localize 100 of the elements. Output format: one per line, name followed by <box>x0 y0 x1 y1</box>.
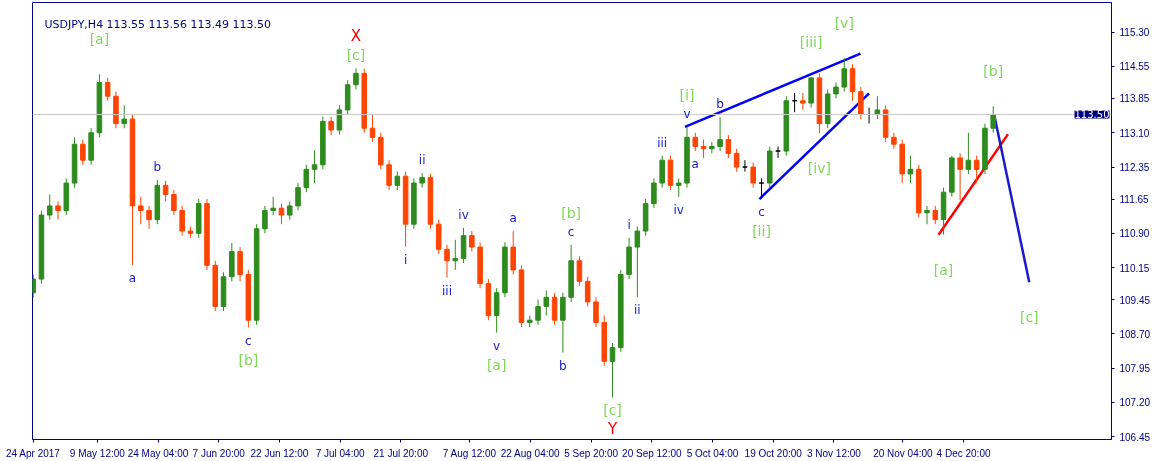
annotation: ii <box>418 153 426 167</box>
y-tick-label: 110.15 <box>1119 262 1150 274</box>
x-tick-label: 24 Apr 2017 <box>5 447 61 459</box>
ref-line-label: 113.50 <box>1074 109 1110 121</box>
candlestick <box>171 189 177 216</box>
candlestick <box>965 132 972 175</box>
annotation: a <box>691 157 699 172</box>
x-tick-label: 19 Oct 20:00 <box>744 447 803 459</box>
annotation: c <box>567 224 575 239</box>
candlestick <box>874 95 881 120</box>
candlestick <box>270 196 276 216</box>
candlestick <box>295 182 301 211</box>
candlestick <box>121 104 127 129</box>
annotation: [ii] <box>752 223 771 240</box>
annotation: v <box>493 338 501 353</box>
x-tick-label: 7 Jul 04:00 <box>315 447 365 459</box>
candlestick <box>278 203 285 225</box>
x-tick-label: 3 Nov 12:00 <box>806 447 862 459</box>
y-tick-label: 114.55 <box>1119 61 1150 73</box>
x-tick-label: 4 Dec 20:00 <box>936 447 991 459</box>
candlestick <box>237 246 243 282</box>
candlestick <box>973 155 980 184</box>
candlestick <box>990 105 996 134</box>
y-tick-label: 110.90 <box>1119 228 1150 240</box>
candlestick <box>328 116 334 136</box>
annotation: b <box>716 97 724 112</box>
annotation: c <box>245 333 252 348</box>
annotation: [a] <box>933 261 954 278</box>
x-tick-label: 7 Aug 12:00 <box>442 447 497 459</box>
candlestick <box>262 205 268 234</box>
candlestick <box>104 77 111 102</box>
candlestick <box>841 57 848 93</box>
y-tick-label: 112.35 <box>1119 162 1150 174</box>
annotation: [a] <box>486 356 507 373</box>
candlestick <box>336 104 343 136</box>
candlestick <box>510 230 516 275</box>
annotation: [c] <box>603 402 622 419</box>
candlestick <box>858 86 864 120</box>
candlestick <box>460 227 467 264</box>
annotation: [c] <box>346 47 366 64</box>
annotation: Y <box>606 420 618 439</box>
candlestick <box>932 205 939 225</box>
candlestick <box>560 292 566 354</box>
candlestick <box>386 159 392 191</box>
annotation: v <box>683 106 691 121</box>
annotation: i <box>403 252 408 267</box>
candlestick <box>162 180 169 202</box>
annotation: c <box>758 205 765 220</box>
candlestick <box>353 67 359 90</box>
annotation: X <box>350 27 362 46</box>
candlestick <box>551 292 558 326</box>
candlestick <box>311 149 318 184</box>
annotation: [b] <box>983 63 1004 80</box>
candlestick <box>891 132 897 150</box>
candlestick <box>800 92 806 111</box>
candlestick <box>394 171 401 191</box>
candlestick <box>659 155 665 189</box>
annotation: [a] <box>89 31 110 48</box>
candlestick <box>80 139 86 166</box>
x-tick-label: 7 Jun 20:00 <box>192 447 246 459</box>
candlestick <box>717 116 723 152</box>
y-tick-label: 109.45 <box>1119 294 1151 306</box>
annotation: b <box>153 159 162 174</box>
annotation: a <box>128 270 137 285</box>
annotation: [i] <box>679 86 695 103</box>
candlestick <box>593 296 599 328</box>
candlestick <box>535 299 541 326</box>
annotation: [iii] <box>799 34 823 51</box>
candlestick <box>286 200 293 221</box>
annotation: iv <box>458 207 469 222</box>
candlestick <box>55 200 61 221</box>
candlestick <box>452 239 459 271</box>
candlestick <box>634 225 641 298</box>
candlestick <box>609 342 616 398</box>
candlestick <box>46 193 53 221</box>
candlestick <box>469 230 475 253</box>
x-tick-label: 22 Aug 04:00 <box>500 447 561 459</box>
candlestick <box>138 196 144 225</box>
candlestick <box>369 113 376 143</box>
y-tick-label: 108.70 <box>1119 328 1151 340</box>
annotation: iv <box>673 202 684 217</box>
y-tick-label: 111.65 <box>1119 194 1150 206</box>
annotation: iii <box>442 283 453 298</box>
candlestick <box>493 287 500 334</box>
candlestick <box>576 255 583 287</box>
candlestick <box>750 161 756 189</box>
annotation: [b] <box>561 204 582 221</box>
candlestick <box>584 276 591 307</box>
candlestick <box>303 164 310 193</box>
text: USDJPY,H4 113.55 113.56 113.49 113.50 <box>44 18 272 31</box>
candlestick <box>444 244 450 279</box>
annotation: i <box>627 217 631 232</box>
x-tick-label: 20 Nov 04:00 <box>873 447 934 459</box>
candlestick <box>725 134 732 159</box>
annotation: [v] <box>834 15 854 32</box>
x-tick-label: 22 Jun 12:00 <box>250 447 309 459</box>
x-tick-label: 5 Oct 04:00 <box>686 447 739 459</box>
x-tick-label: 24 May 04:00 <box>127 447 189 459</box>
y-tick-label: 113.10 <box>1119 127 1150 139</box>
annotation: b <box>559 358 567 373</box>
